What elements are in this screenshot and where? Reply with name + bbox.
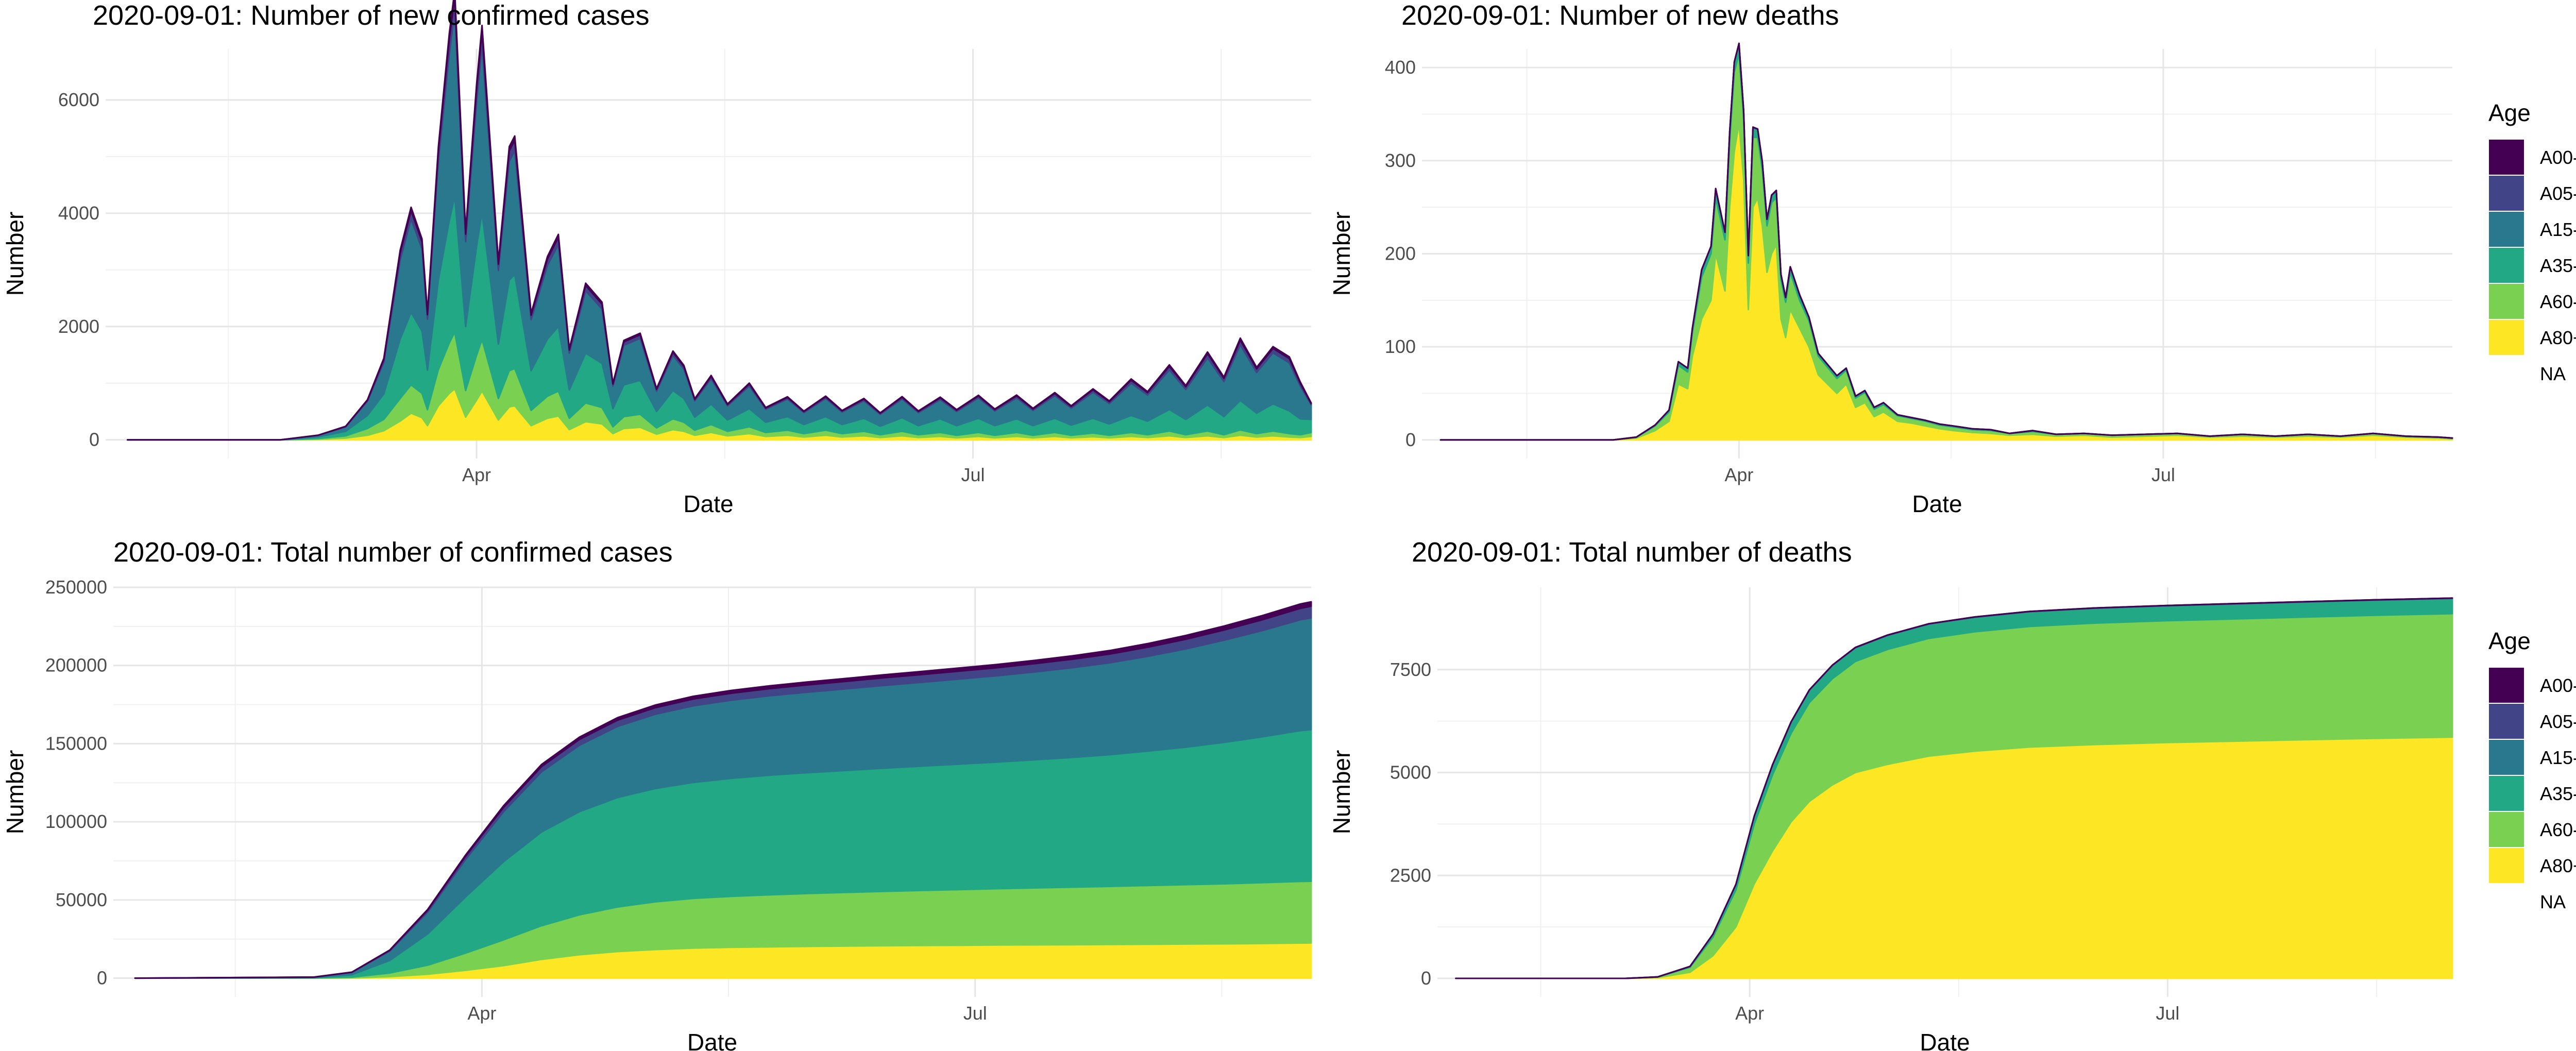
x-tick-label: Jul [2151,464,2175,485]
legend-label: A80+ [2540,855,2576,876]
legend-key [2488,739,2525,776]
y-tick-label: 250000 [45,577,107,598]
area-series-a80 [1439,123,2453,441]
legend-title: Age [2488,628,2531,654]
y-tick-label: 100 [1385,336,1416,357]
legend-label: A15-A34 [2540,219,2576,240]
legend-2: Age A00-A04 A05-A14 A15-A34 A35-A59 A60-A79 A8… [2488,628,2576,912]
legend-key [2488,211,2525,248]
area-series-a15-a34 [1439,42,2453,441]
y-axis-title: Number [1328,212,1355,296]
area-series-a00-a04 [1455,597,2453,979]
y-tick-label: 200 [1385,243,1416,264]
legend-key [2488,175,2525,212]
y-tick-label: 5000 [1390,762,1431,783]
legend-label: A15-A34 [2540,747,2576,768]
y-tick-label: 50000 [56,889,107,910]
chart-panel-3: 0 50000 100000 150000 200000 250000 Apr Jul 2020… [2,537,1312,1051]
y-tick-label: 150000 [45,733,107,754]
y-tick-label: 100000 [45,811,107,832]
chart-panel-4: 0 2500 5000 7500 Apr Jul 2020-09-01: Total num… [1328,537,2453,1051]
y-tick-label: 0 [1421,968,1431,989]
legend-label: NA [2540,891,2566,912]
y-tick-label: 2500 [1390,864,1431,886]
x-axis-title: Date [1912,490,1962,517]
x-tick-label: Jul [963,1003,987,1024]
area-series-a00-a04 [134,601,1312,979]
area-series-a00-a04 [1439,42,2453,441]
chart-title: 2020-09-01: Number of new deaths [1401,0,1839,31]
legend-label: A00-A04 [2540,675,2576,696]
legend-key [2488,667,2525,704]
legend-label: A00-A04 [2540,147,2576,168]
area-series-a05-a14 [1439,42,2453,441]
x-tick-label: Apr [1724,464,1753,485]
y-tick-label: 0 [97,968,107,989]
y-axis-title: Number [2,750,28,835]
legend-label: A05-A14 [2540,183,2576,204]
area-series-a00-a04 [126,0,1312,441]
y-axis-title: Number [1328,750,1355,835]
chart-title: 2020-09-01: Total number of deaths [1412,537,1852,568]
legend-key [2488,811,2525,848]
legend-label: A35-A59 [2540,783,2576,804]
legend-key [2488,703,2525,740]
area-series-a15-a34 [126,11,1312,441]
x-tick-label: Jul [961,464,985,485]
legend-label: NA [2540,363,2566,384]
x-tick-label: Jul [2156,1003,2179,1024]
x-axis-title: Date [687,1029,737,1051]
y-tick-label: 7500 [1390,659,1431,680]
area-series-a35-a59 [1439,43,2453,441]
legend-key [2488,283,2525,320]
y-tick-label: 200000 [45,655,107,676]
legend-label: A80+ [2540,327,2576,348]
legend-label: A60-A79 [2540,291,2576,312]
legend-key [2488,247,2525,284]
area-series-a60-a79 [1439,53,2453,441]
x-axis-title: Date [1920,1029,1970,1051]
y-tick-label: 2000 [58,316,99,337]
y-tick-label: 400 [1385,57,1416,78]
chart-panel-2: 0 100 200 300 400 Apr Jul 2020-09-01: Number of… [1328,0,2453,517]
legend-label: A35-A59 [2540,255,2576,276]
legend-key [2488,847,2525,884]
legend-key [2488,775,2525,812]
legend-title: Age [2488,99,2531,126]
x-tick-label: Apr [462,464,491,485]
legend-label: A60-A79 [2540,819,2576,840]
x-axis-title: Date [683,490,733,517]
y-tick-label: 0 [89,429,99,450]
y-tick-label: 300 [1385,150,1416,171]
legend-label: A05-A14 [2540,711,2576,732]
chart-title: 2020-09-01: Number of new confirmed case… [93,0,650,31]
y-axis-title: Number [2,212,28,296]
y-tick-label: 0 [1405,429,1416,450]
x-tick-label: Apr [467,1003,496,1024]
legend-key [2488,319,2525,356]
chart-title: 2020-09-01: Total number of confirmed ca… [113,537,673,568]
y-tick-label: 6000 [58,89,99,110]
chart-panel-1: 0 2000 4000 6000 Apr Jul 2020-09-01: Number of… [2,0,1312,517]
legend-1: Age A00-A04 A05-A14 A15-A34 A35-A59 A60-A79 A8… [2488,99,2576,384]
x-tick-label: Apr [1735,1003,1764,1024]
legend-key [2488,139,2525,176]
area-series-a05-a14 [126,0,1312,441]
y-tick-label: 4000 [58,202,99,224]
